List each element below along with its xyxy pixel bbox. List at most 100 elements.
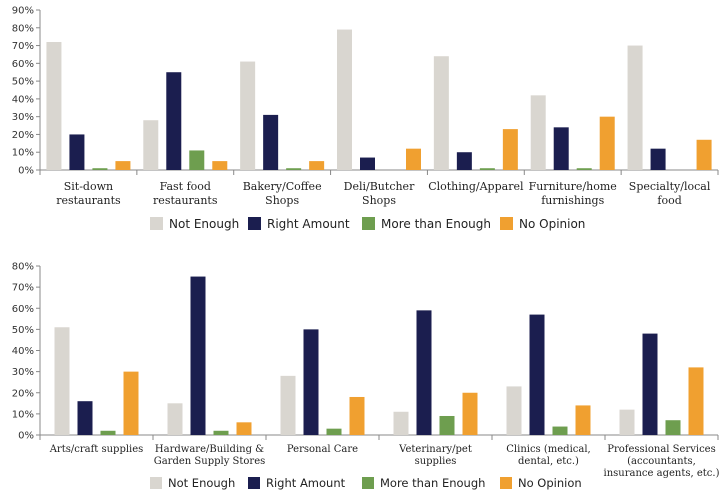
chart-1: 0%10%20%30%40%50%60%70%80%90%Sit-downres… [12, 6, 719, 231]
bar-more-than-enough-1 [92, 168, 108, 170]
category-label: Hardware/Building & [155, 444, 264, 455]
bar-more-than-enough-4 [439, 415, 455, 435]
category-label: supplies [415, 456, 457, 467]
bar-no-opinion-2 [236, 422, 252, 435]
bar-no-opinion-6 [688, 367, 704, 435]
legend-label-no-opinion: No Opinion [519, 217, 585, 231]
legend-swatch-no-opinion [500, 217, 513, 230]
legend-swatch-not-enough [150, 217, 163, 230]
y-tick-label: 60% [12, 304, 34, 315]
bar-no-opinion-7 [696, 139, 712, 170]
y-tick-label: 50% [12, 325, 34, 336]
bar-right-amount-6 [553, 127, 569, 170]
legend-label-not-enough: Not Enough [169, 217, 239, 231]
bar-more-than-enough-5 [479, 168, 495, 170]
y-tick-label: 20% [12, 130, 34, 141]
chart-2: 0% 10% 20% 30% 40% 50% 60% 70% 80% Arts/craft sup… [12, 262, 720, 491]
category-label: Sit-down [64, 180, 113, 193]
bar-not-enough-1 [54, 327, 70, 435]
bar-not-enough-6 [619, 409, 635, 435]
bar-no-opinion-5 [502, 129, 518, 170]
category-label: Professional Services [607, 444, 715, 455]
category-label: Fast food [160, 180, 211, 193]
bar-not-enough-7 [627, 45, 643, 170]
bar-more-than-enough-3 [326, 428, 342, 435]
bar-not-enough-3 [240, 61, 256, 170]
bar-right-amount-4 [416, 310, 432, 435]
bar-not-enough-5 [433, 56, 449, 170]
category-label: Furniture/home [529, 180, 617, 193]
category-label: Clinics (medical, [506, 444, 590, 455]
bar-not-enough-1 [46, 42, 62, 170]
bar-right-amount-1 [69, 134, 85, 170]
category-label: food [657, 194, 681, 207]
bar-right-amount-6 [642, 333, 658, 435]
y-tick-label: 20% [12, 388, 34, 399]
category-label: Bakery/Coffee [243, 180, 322, 193]
legend-swatch-not-enough [150, 477, 162, 489]
bar-no-opinion-4 [462, 392, 478, 435]
bar-no-opinion-1 [123, 371, 139, 435]
legend-swatch-right-amount [248, 477, 260, 489]
bar-not-enough-3 [280, 375, 296, 435]
y-tick-label: 50% [12, 77, 34, 88]
bar-not-enough-5 [506, 386, 522, 435]
bar-right-amount-2 [166, 72, 182, 170]
y-tick-label: 30% [12, 367, 34, 378]
bar-not-enough-4 [393, 411, 409, 435]
category-label: insurance agents, etc.) [604, 468, 720, 479]
category-label: Deli/Butcher [344, 180, 415, 193]
category-label: dental, etc.) [518, 456, 579, 467]
y-tick-label: 40% [12, 94, 34, 105]
bar-right-amount-3 [263, 114, 279, 170]
bar-no-opinion-3 [349, 396, 365, 435]
bar-right-amount-3 [303, 329, 319, 435]
bar-no-opinion-4 [406, 148, 421, 170]
bar-more-than-enough-1 [100, 430, 116, 435]
bar-not-enough-6 [530, 95, 546, 170]
category-label: (accountants, [627, 456, 696, 467]
category-label: restaurants [153, 194, 218, 207]
bar-more-than-enough-2 [189, 150, 205, 170]
y-tick-label: 0% [18, 431, 34, 442]
legend-swatch-right-amount [248, 217, 261, 230]
bar-right-amount-5 [456, 152, 472, 170]
legend-label-more-than-enough: More than Enough [381, 217, 491, 231]
bar-no-opinion-2 [212, 161, 228, 170]
y-tick-label: 70% [12, 41, 34, 52]
bar-right-amount-5 [529, 314, 545, 435]
legend-label-more-than-enough: More than Enough [380, 476, 485, 490]
y-tick-label: 70% [12, 283, 34, 294]
y-tick-label: 40% [12, 346, 34, 357]
bar-no-opinion-1 [115, 161, 131, 170]
category-label: Shops [362, 194, 396, 207]
bar-right-amount-4 [360, 157, 375, 170]
category-label: Specialty/local [629, 180, 711, 193]
legend-label-not-enough: Not Enough [168, 476, 235, 490]
y-tick-label: 90% [12, 6, 34, 17]
legend-swatch-more-than-enough [362, 477, 374, 489]
bar-not-enough-2 [143, 120, 159, 170]
bar-more-than-enough-6 [576, 168, 592, 170]
category-label: Arts/craft supplies [49, 444, 144, 455]
bar-no-opinion-6 [599, 116, 615, 170]
y-tick-label: 30% [12, 112, 34, 123]
legend-label-right-amount: Right Amount [267, 217, 350, 231]
legend-swatch-more-than-enough [362, 217, 375, 230]
category-label: Shops [265, 194, 299, 207]
category-label: Garden Supply Stores [154, 456, 266, 467]
y-tick-label: 80% [12, 262, 34, 273]
legend-label-right-amount: Right Amount [266, 476, 346, 490]
category-label: restaurants [56, 194, 121, 207]
bar-no-opinion-3 [309, 161, 325, 170]
y-tick-label: 80% [12, 23, 34, 34]
bar-more-than-enough-3 [286, 168, 302, 170]
category-label: Clothing/Apparel [428, 180, 524, 193]
category-label: Veterinary/pet [398, 444, 472, 455]
legend-swatch-no-opinion [500, 477, 512, 489]
bar-not-enough-2 [167, 403, 183, 435]
y-tick-label: 0% [18, 166, 34, 177]
legend-label-no-opinion: No Opinion [518, 476, 582, 490]
